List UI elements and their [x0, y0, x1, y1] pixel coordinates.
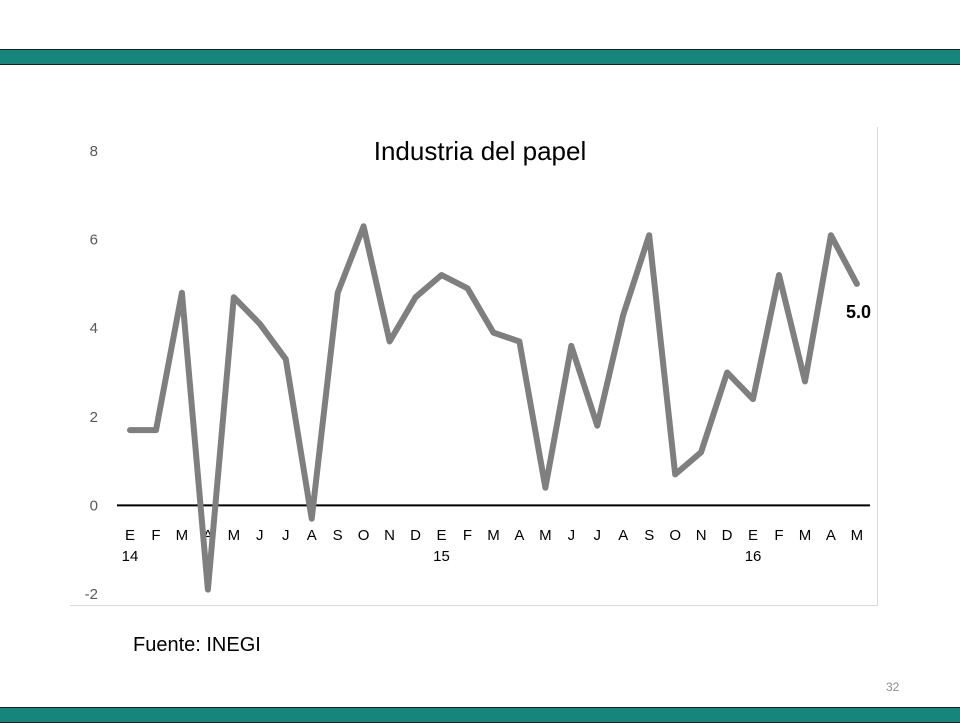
y-tick-label: 2	[90, 409, 98, 426]
x-tick-label: M	[799, 527, 812, 544]
x-tick-label: D	[410, 527, 421, 544]
data-point	[804, 380, 806, 382]
x-tick-label: N	[384, 527, 395, 544]
data-point	[518, 340, 520, 342]
data-point	[441, 274, 443, 276]
y-tick-label: 4	[90, 320, 98, 337]
x-tick-label: E	[125, 527, 135, 544]
x-tick-label: J	[282, 527, 290, 544]
x-tick-label: E	[437, 527, 447, 544]
data-point	[674, 473, 676, 475]
x-tick-label: A	[203, 527, 213, 544]
x-tick-label: F	[151, 527, 160, 544]
y-tick-label: 0	[90, 497, 98, 514]
data-point	[363, 225, 365, 227]
x-tick-label: M	[851, 527, 864, 544]
x-tick-label: M	[176, 527, 189, 544]
data-point	[285, 358, 287, 360]
x-tick-label: N	[696, 527, 707, 544]
x-tick-label: J	[568, 527, 576, 544]
data-point	[492, 332, 494, 334]
x-tick-label: O	[358, 527, 370, 544]
data-point	[726, 372, 728, 373]
data-point	[155, 429, 157, 431]
data-point	[233, 296, 235, 298]
page-number: 32	[886, 680, 900, 694]
x-tick-label: A	[618, 527, 628, 544]
x-tick-label: O	[669, 527, 681, 544]
chart-frame: Industria del papel 8 6 4 2 0 -2 E F M A M J J A S O N D E F…	[70, 127, 878, 606]
data-point	[570, 345, 572, 347]
data-point	[207, 589, 209, 591]
data-point	[129, 429, 131, 431]
data-point	[856, 283, 858, 285]
data-point	[389, 340, 391, 342]
data-point	[466, 287, 468, 289]
x-tick-label: A	[826, 527, 836, 544]
year-label: 15	[433, 548, 450, 565]
data-point	[778, 274, 780, 276]
data-point	[259, 323, 261, 325]
x-tick-label: S	[644, 527, 654, 544]
y-tick-label: -2	[85, 586, 98, 603]
data-point	[544, 487, 546, 489]
data-point	[311, 518, 313, 520]
data-point	[337, 292, 339, 294]
x-tick-label: J	[594, 527, 602, 544]
x-tick-label: A	[514, 527, 524, 544]
source-note: Fuente: INEGI	[133, 634, 261, 656]
x-tick-label: F	[463, 527, 472, 544]
x-tick-label: J	[256, 527, 264, 544]
data-point	[830, 234, 832, 236]
data-point	[700, 451, 702, 453]
year-label: 14	[122, 548, 139, 565]
chart-title: Industria del papel	[374, 136, 586, 166]
x-tick-label: M	[487, 527, 500, 544]
x-tick-label: S	[333, 527, 343, 544]
x-tick-label: D	[722, 527, 733, 544]
x-tick-label: A	[307, 527, 317, 544]
data-point	[596, 425, 598, 427]
data-point	[415, 296, 417, 298]
x-tick-label: M	[539, 527, 552, 544]
top-band	[0, 49, 960, 65]
data-label: 5.0	[846, 302, 871, 322]
bottom-band	[0, 707, 960, 723]
data-point	[648, 234, 650, 236]
x-tick-label: F	[774, 527, 783, 544]
y-tick-label: 6	[90, 232, 98, 249]
x-tick-label: M	[228, 527, 241, 544]
year-label: 16	[745, 548, 762, 565]
data-point	[181, 292, 183, 294]
data-point	[752, 398, 754, 400]
y-tick-label: 8	[90, 143, 98, 160]
x-tick-label: E	[748, 527, 758, 544]
data-point	[622, 314, 624, 316]
